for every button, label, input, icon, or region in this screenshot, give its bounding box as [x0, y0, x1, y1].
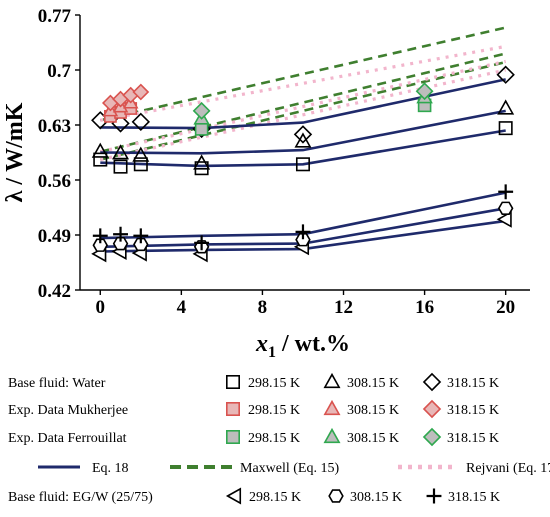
- egw-point: [496, 210, 512, 228]
- eq18-line-2: [100, 78, 506, 130]
- egw-point: [112, 236, 129, 251]
- legend-line-label: Rejvani (Eq. 17): [466, 461, 550, 476]
- mukherjee-point: [132, 83, 150, 101]
- rejvani-line-0: [99, 68, 507, 162]
- axes: 0.42 0.49 0.56 0.63 0.7 0.77 0 4 8 12 16 20 x1 / wt.…: [2, 6, 530, 361]
- y-tick-label: 0.56: [38, 171, 71, 192]
- water-point: [91, 142, 109, 158]
- legend-entry-label: 308.15 K: [347, 403, 399, 418]
- eq18-line-4: [100, 207, 506, 249]
- eq18-line-0: [100, 129, 506, 168]
- legend-marker: [226, 374, 241, 389]
- water-point: [294, 132, 312, 148]
- rejvani-line-2: [100, 44, 506, 122]
- water-point: [497, 99, 515, 115]
- legend-entry-label: 318.15 K: [447, 376, 499, 391]
- egw-point: [497, 201, 514, 215]
- legend-marker: [323, 372, 341, 389]
- egw-point: [133, 228, 149, 244]
- egw-point: [295, 233, 311, 247]
- legend-marker: [225, 487, 242, 505]
- maxwell-line-0: [99, 60, 507, 161]
- x-tick-label: 0: [96, 297, 106, 318]
- water-point: [93, 152, 108, 167]
- rejvani-line-1: [99, 59, 507, 154]
- y-tick-label: 0.7: [47, 61, 71, 82]
- legend-marker: [226, 401, 241, 416]
- x-tick-label: 12: [334, 297, 353, 318]
- maxwell-line-2: [100, 26, 506, 122]
- water-point: [498, 121, 513, 136]
- legend-marker: [422, 427, 442, 447]
- legend-marker: [226, 429, 241, 444]
- legend-entry-label: 298.15 K: [248, 376, 300, 391]
- egw-point: [92, 238, 109, 252]
- legend-marker: [422, 372, 442, 392]
- plot-area: [91, 26, 515, 263]
- legend-row-label: Exp. Data Ferrouillat: [8, 431, 127, 446]
- y-tick-label: 0.63: [38, 116, 71, 137]
- water-point: [193, 154, 211, 170]
- x-tick-label: 16: [415, 297, 434, 318]
- water-point: [112, 144, 130, 160]
- legend-row-label: Base fluid: Water: [8, 376, 106, 391]
- egw-point: [295, 224, 311, 240]
- egw-point: [133, 237, 149, 252]
- legend-entry-label: 318.15 K: [447, 403, 499, 418]
- legend-entry-label: 298.15 K: [248, 403, 300, 418]
- y-tick-label: 0.49: [38, 226, 71, 247]
- y-axis-label: λ / W/mK: [2, 102, 28, 202]
- water-point: [295, 157, 310, 172]
- legend-row-label: Base fluid: EG/W (25/75): [8, 490, 153, 505]
- water-point: [131, 112, 151, 132]
- eq18-line-3: [100, 219, 506, 253]
- eq18-line-5: [100, 191, 506, 240]
- legend-entry-label: 308.15 K: [350, 490, 402, 505]
- legend-entry-label: 318.15 K: [448, 490, 500, 505]
- legend-marker: [323, 399, 341, 416]
- water-point: [113, 159, 128, 174]
- ferrouillat-point: [192, 101, 211, 120]
- legend-marker: [426, 488, 442, 504]
- egw-point: [113, 226, 128, 242]
- x-axis-label: x1 / wt.%: [255, 331, 350, 361]
- ferrouillat-point: [194, 122, 209, 136]
- x-tick-label: 4: [177, 297, 187, 318]
- y-tick-label: 0.77: [38, 6, 72, 27]
- x-tick-label: 20: [496, 297, 515, 318]
- water-point: [133, 157, 148, 172]
- legend-line-label: Maxwell (Eq. 15): [240, 461, 339, 476]
- legend-entry-label: 318.15 K: [447, 431, 499, 446]
- legend-entry-label: 298.15 K: [248, 431, 300, 446]
- egw-point: [92, 228, 108, 244]
- eq18-line-1: [100, 109, 506, 155]
- legend: Base fluid: Water 298.15 K 308.15 K 318.15 …: [8, 372, 550, 505]
- legend-row-label: Exp. Data Mukherjee: [8, 403, 128, 418]
- legend-entry-label: 308.15 K: [347, 376, 399, 391]
- legend-marker: [328, 489, 344, 503]
- legend-entry-label: 298.15 K: [249, 490, 301, 505]
- ferrouillat-point: [415, 82, 434, 101]
- egw-point: [498, 184, 514, 200]
- maxwell-line-1: [99, 52, 507, 153]
- legend-entry-label: 308.15 K: [347, 431, 399, 446]
- legend-marker: [422, 399, 442, 419]
- water-point: [496, 65, 515, 84]
- water-point: [132, 146, 150, 162]
- legend-marker: [323, 427, 341, 444]
- x-tick-label: 8: [258, 297, 268, 318]
- water-point: [293, 125, 313, 144]
- legend-line-label: Eq. 18: [92, 461, 129, 476]
- y-tick-label: 0.42: [38, 281, 71, 302]
- egw-point: [194, 235, 210, 251]
